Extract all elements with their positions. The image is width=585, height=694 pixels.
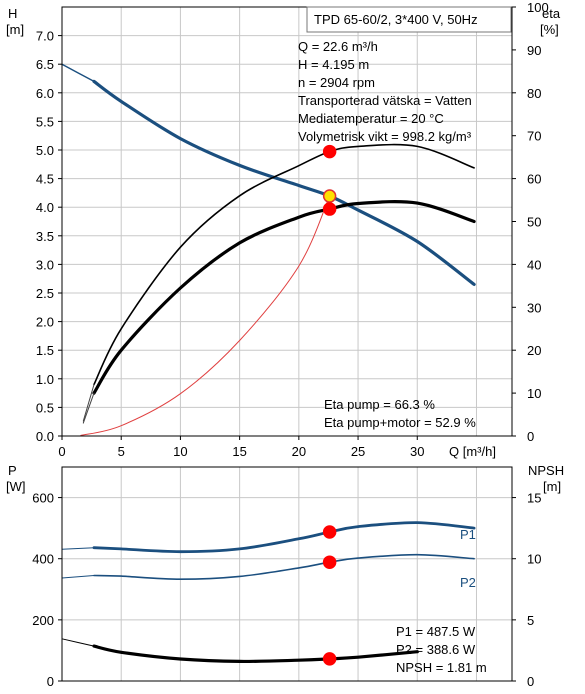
- top-y2-axis-label: eta: [542, 6, 561, 21]
- top-tick-labels: 0.0 0.5 1.0 1.5 2.0 2.5 3.0 3.5 4.0 4.5 5.0 5.5 6.0 6…: [36, 0, 549, 459]
- top-curves: [61, 63, 476, 436]
- series-line-0-2: [93, 143, 475, 386]
- top-y2-axis-unit: [%]: [540, 22, 559, 37]
- npsh-text: NPSH = 1.81 m: [396, 660, 487, 675]
- y-tick-label: 2.0: [36, 315, 54, 330]
- y2-tick-label: 5: [527, 613, 534, 628]
- series-line-0-5: [82, 384, 95, 422]
- y-tick-label: 1.5: [36, 343, 54, 358]
- info-line: H = 4.195 m: [298, 57, 369, 72]
- series-line-1-2: [93, 553, 475, 580]
- series-line-0-1: [61, 63, 95, 83]
- y-tick-label: 0: [47, 674, 54, 689]
- operating-point-marker: [322, 202, 337, 216]
- y-tick-label: 2.5: [36, 286, 54, 301]
- y2-tick-label: 60: [527, 172, 541, 187]
- efficiency-info: Eta pump = 66.3 % Eta pump+motor = 52.9 …: [324, 397, 476, 430]
- bot-grid: [61, 467, 512, 682]
- series-line-0-6: [82, 392, 95, 424]
- eta-pump-text: Eta pump = 66.3 %: [324, 397, 435, 412]
- y-tick-label: 6.5: [36, 57, 54, 72]
- eta-pump-motor-text: Eta pump+motor = 52.9 %: [324, 415, 476, 430]
- series-line-1-1: [61, 547, 95, 550]
- y2-tick-label: 100: [527, 0, 549, 15]
- y-tick-label: 1.0: [36, 372, 54, 387]
- y2-tick-label: 10: [527, 552, 541, 567]
- series-line-0-3: [92, 200, 476, 395]
- bottom-tick-labels: 0 200 400 600 0 5 10 15: [32, 491, 541, 689]
- power-info: P1 = 487.5 W P2 = 388.6 W NPSH = 1.81 m: [396, 624, 487, 675]
- y2-tick-label: 90: [527, 43, 541, 58]
- y-tick-label: 4.5: [36, 172, 54, 187]
- bottom-operating-points: [322, 525, 337, 666]
- y2-tick-label: 70: [527, 129, 541, 144]
- y2-tick-label: 0: [527, 429, 534, 444]
- y2-tick-label: 50: [527, 215, 541, 230]
- y-tick-label: 3.0: [36, 257, 54, 272]
- operating-point-marker: [322, 555, 337, 569]
- info-line: Transporterad vätska = Vatten: [298, 93, 472, 108]
- y-tick-label: 0.5: [36, 400, 54, 415]
- x-tick-label: 25: [351, 444, 365, 459]
- y2-tick-label: 30: [527, 300, 541, 315]
- top-y-axis-label: H: [8, 6, 17, 21]
- info-line: n = 2904 rpm: [298, 75, 375, 90]
- x-tick-label: 5: [118, 444, 125, 459]
- series-line-1-0: [92, 521, 476, 554]
- series-line-1-4: [92, 644, 419, 664]
- series-line-0-4: [80, 195, 331, 436]
- operating-point-info: Q = 22.6 m³/h H = 4.195 m n = 2904 rpm T…: [298, 39, 472, 144]
- operating-point-marker: [322, 189, 337, 203]
- x-tick-label: 15: [232, 444, 246, 459]
- y-tick-label: 600: [32, 491, 54, 506]
- top-grid: [61, 7, 512, 437]
- y2-tick-label: 15: [527, 491, 541, 506]
- y-tick-label: 400: [32, 552, 54, 567]
- y2-tick-label: 0: [527, 674, 534, 689]
- series-line-1-3: [61, 575, 95, 579]
- info-line: Volymetrisk vikt = 998.2 kg/m³: [298, 129, 472, 144]
- y2-tick-label: 20: [527, 343, 541, 358]
- operating-point-marker: [322, 652, 337, 666]
- y-tick-label: 4.0: [36, 200, 54, 215]
- bottom-y-axis-unit: [W]: [6, 479, 26, 494]
- operating-point-marker: [322, 525, 337, 539]
- y-tick-label: 3.5: [36, 229, 54, 244]
- y-tick-label: 200: [32, 613, 54, 628]
- info-line: Q = 22.6 m³/h: [298, 39, 378, 54]
- y2-tick-label: 40: [527, 257, 541, 272]
- top-operating-points: [322, 144, 337, 216]
- p1-series-label: P1: [460, 527, 476, 542]
- y-tick-label: 5.5: [36, 114, 54, 129]
- x-tick-label: 30: [410, 444, 424, 459]
- title-box: [306, 6, 512, 33]
- y2-tick-label: 80: [527, 86, 541, 101]
- bottom-curves: [61, 521, 476, 664]
- p2-series-label: P2: [460, 575, 476, 590]
- bottom-y2-axis-label: NPSH: [528, 463, 564, 478]
- p2-text: P2 = 388.6 W: [396, 642, 476, 657]
- operating-point-marker: [322, 144, 337, 159]
- y-tick-label: 5.0: [36, 143, 54, 158]
- y-tick-label: 6.0: [36, 86, 54, 101]
- y-tick-label: 7.0: [36, 29, 54, 44]
- top-x-axis-label: Q [m³/h]: [449, 444, 496, 459]
- info-line: Mediatemperatur = 20 °C: [298, 111, 444, 126]
- y-tick-label: 0.0: [36, 429, 54, 444]
- series-line-0-0: [92, 79, 476, 286]
- series-line-1-5: [61, 638, 95, 647]
- x-tick-label: 20: [292, 444, 306, 459]
- bottom-plot-frame: [61, 466, 513, 682]
- y2-tick-label: 10: [527, 386, 541, 401]
- bottom-y2-axis-unit: [m]: [543, 479, 561, 494]
- p1-text: P1 = 487.5 W: [396, 624, 476, 639]
- chart-title: TPD 65-60/2, 3*400 V, 50Hz: [314, 12, 478, 27]
- bottom-y-axis-label: P: [8, 463, 17, 478]
- x-tick-label: 10: [173, 444, 187, 459]
- top-y-axis-unit: [m]: [6, 22, 24, 37]
- x-tick-label: 0: [58, 444, 65, 459]
